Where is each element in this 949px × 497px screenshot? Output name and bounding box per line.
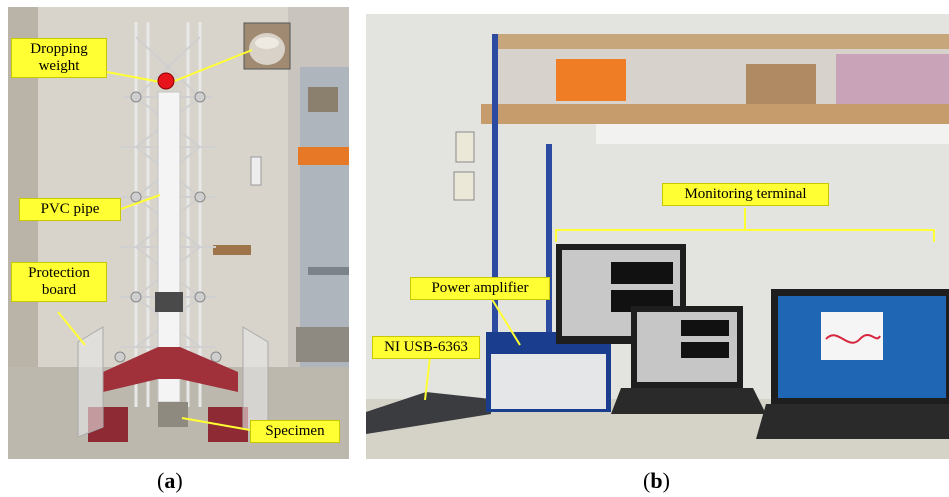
- rig-illustration: [8, 7, 349, 459]
- label-power-amplifier: Power amplifier: [410, 277, 550, 300]
- label-dropping-weight-line2: weight: [38, 58, 80, 74]
- photo-monitoring-setup: [366, 14, 949, 459]
- label-monitoring-terminal: Monitoring terminal: [662, 183, 829, 206]
- label-specimen: Specimen: [250, 420, 340, 443]
- label-dropping-weight: Dropping weight: [11, 38, 107, 78]
- caption-a: (a): [157, 468, 183, 493]
- label-protection-board: Protection board: [11, 262, 107, 302]
- label-protection-board-line1: Protection: [28, 265, 90, 281]
- caption-b: (b): [643, 468, 670, 493]
- photo-drop-weight-test-rig: [8, 7, 349, 459]
- label-dropping-weight-line1: Dropping: [30, 41, 88, 57]
- caption-a-letter: a: [164, 468, 176, 493]
- label-ni-usb-6363: NI USB-6363: [372, 336, 480, 359]
- caption-b-letter: b: [650, 468, 663, 493]
- setup-illustration: [366, 14, 949, 459]
- dropping-weight-marker: [157, 72, 175, 90]
- label-pvc-pipe: PVC pipe: [19, 198, 121, 221]
- label-protection-board-line2: board: [41, 282, 77, 298]
